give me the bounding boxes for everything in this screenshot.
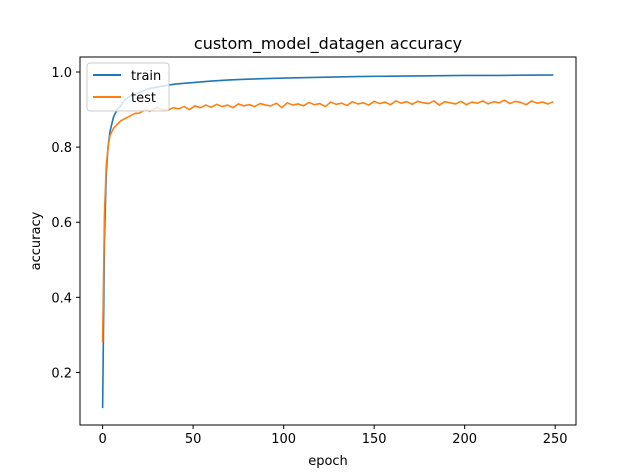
x-tick-label: 50 xyxy=(185,432,202,447)
legend-label-test: test xyxy=(131,91,156,106)
x-tick-label: 150 xyxy=(362,432,387,447)
y-tick-label: 0.6 xyxy=(51,216,72,231)
x-axis-label: epoch xyxy=(308,454,348,469)
y-tick-label: 0.2 xyxy=(51,366,72,381)
y-tick-label: 0.4 xyxy=(51,291,72,306)
chart-title: custom_model_datagen accuracy xyxy=(194,34,462,54)
legend-label-train: train xyxy=(131,69,161,84)
y-axis-label: accuracy xyxy=(29,211,44,270)
y-tick-label: 1.0 xyxy=(51,66,72,81)
x-tick-label: 250 xyxy=(543,432,568,447)
y-tick-label: 0.8 xyxy=(51,141,72,156)
x-tick-label: 0 xyxy=(98,432,106,447)
legend: train test xyxy=(86,62,170,112)
axes-frame xyxy=(79,56,577,426)
x-tick-label: 100 xyxy=(271,432,296,447)
plot-area: 0 50 100 150 200 250 0.2 0.4 0.6 0.8 1.0 xyxy=(51,56,577,447)
x-tick-label: 200 xyxy=(452,432,477,447)
